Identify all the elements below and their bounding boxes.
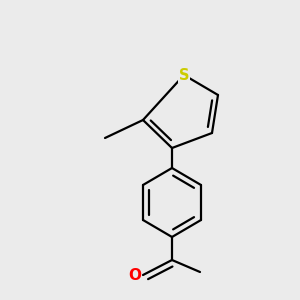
Text: S: S: [179, 68, 189, 82]
Text: O: O: [128, 268, 142, 283]
